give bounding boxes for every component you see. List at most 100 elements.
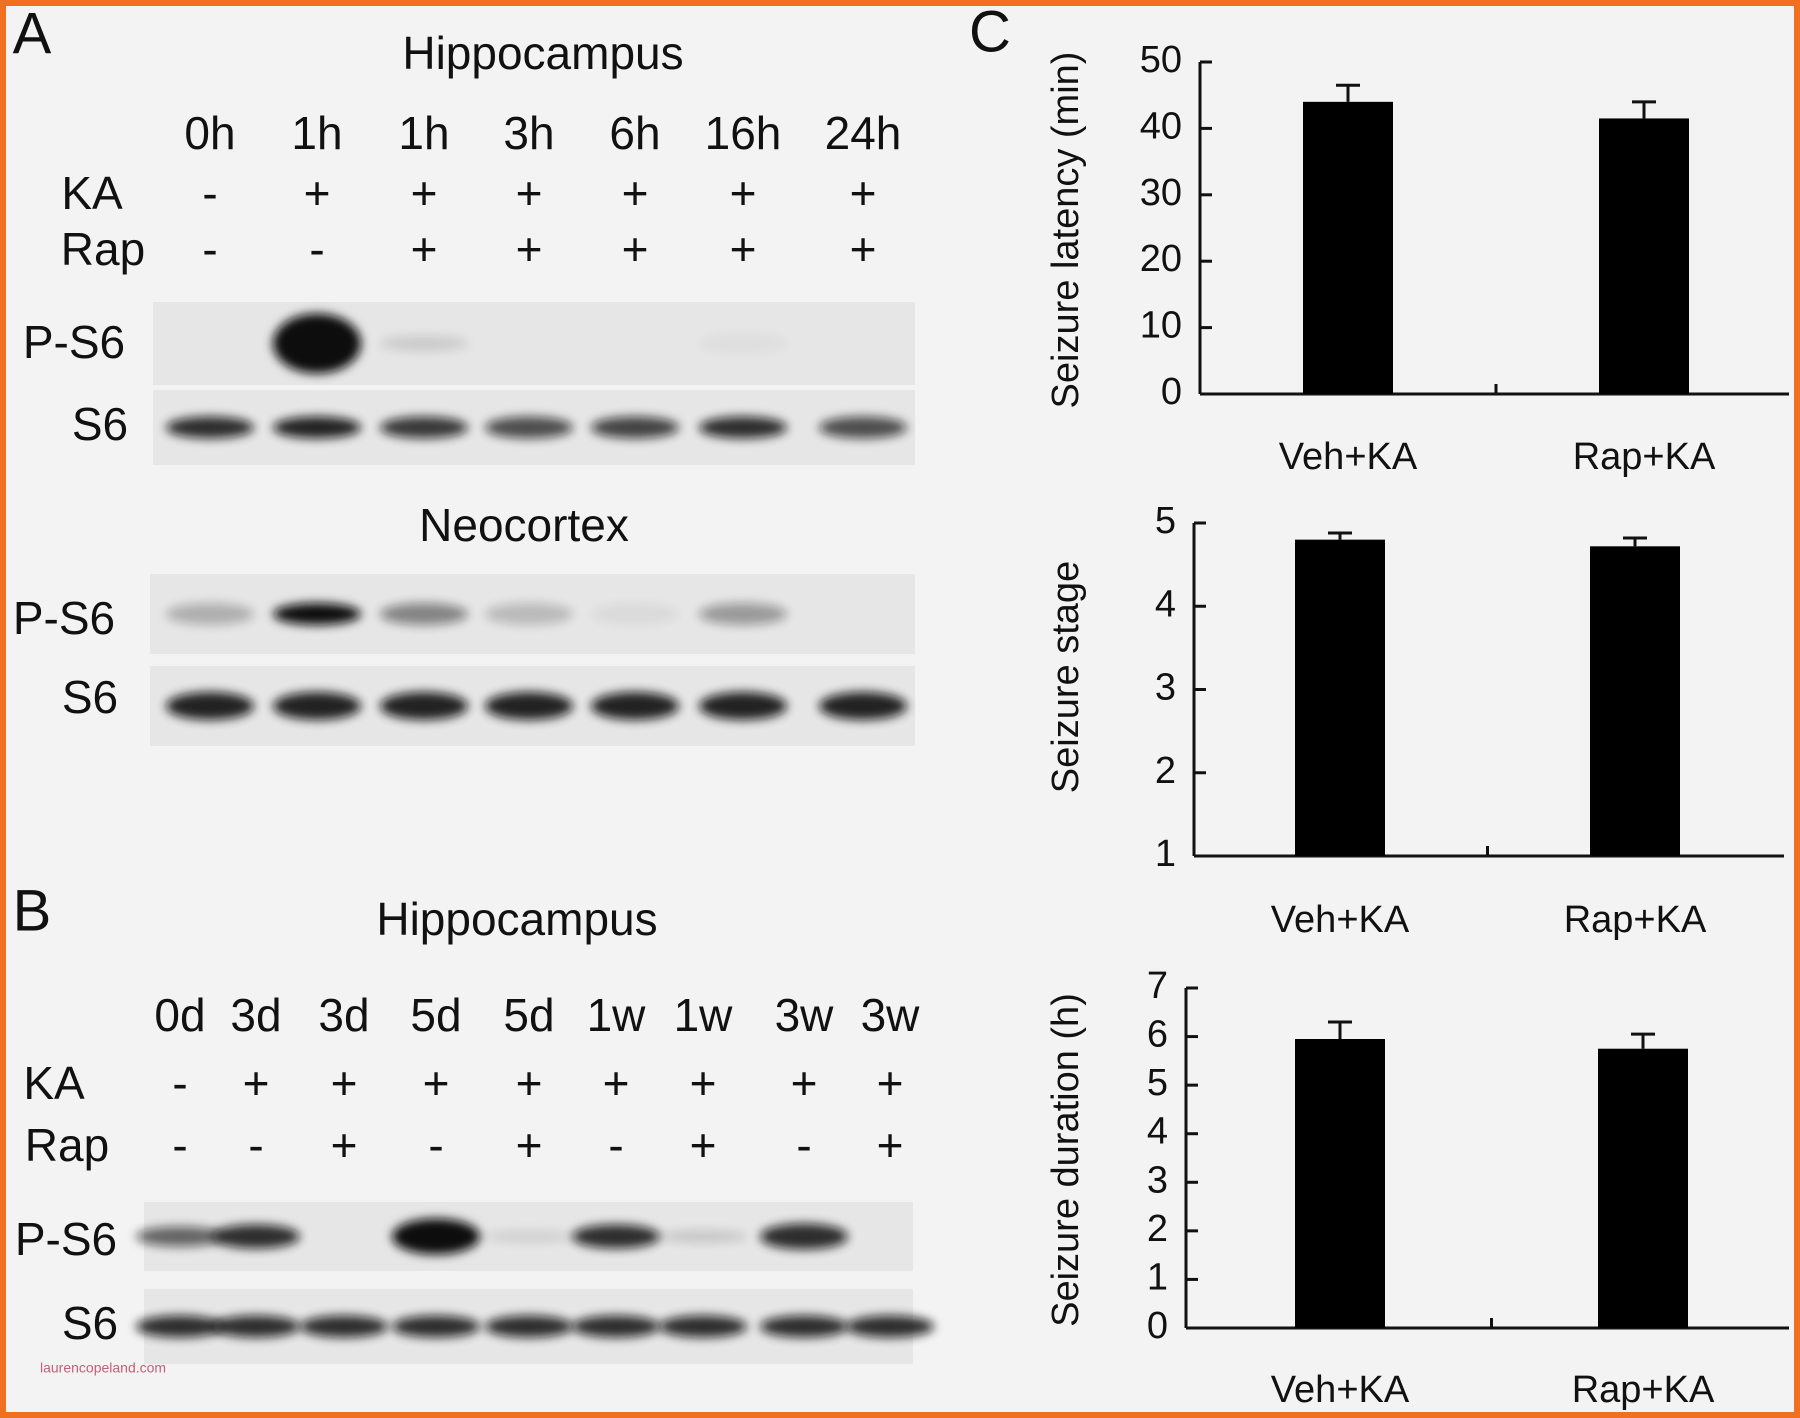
band: [392, 1315, 480, 1338]
y-tick-label: 5: [1155, 500, 1176, 542]
bar: [1598, 1048, 1688, 1328]
treatment-sign: -: [202, 223, 217, 275]
band: [819, 692, 907, 720]
treatment-sign: -: [608, 1119, 623, 1171]
band: [760, 1315, 848, 1338]
band: [699, 416, 787, 439]
treatment-sign: +: [304, 167, 331, 219]
blot-label: P-S6: [15, 1213, 117, 1265]
lane-label: 1h: [291, 107, 342, 159]
blot-label: P-S6: [13, 592, 115, 644]
x-tick-label: Rap+KA: [1572, 1369, 1715, 1411]
y-tick-label: 4: [1155, 583, 1176, 625]
lane-label: 5d: [503, 989, 554, 1041]
blot-label: S6: [62, 671, 118, 723]
treatment-sign: +: [516, 1057, 543, 1109]
treatment-sign: +: [516, 223, 543, 275]
blot-label: S6: [62, 1297, 118, 1349]
treatment-sign: +: [877, 1119, 904, 1171]
treatment-sign: +: [516, 1119, 543, 1171]
y-tick-label: 50: [1140, 39, 1182, 81]
watermark: laurencopeland.com: [40, 1360, 166, 1376]
band: [572, 1224, 660, 1249]
y-tick-label: 30: [1140, 172, 1182, 214]
y-tick-label: 1: [1155, 833, 1176, 875]
y-tick-label: 20: [1140, 238, 1182, 280]
section-title: Neocortex: [419, 499, 629, 551]
treatment-sign: -: [796, 1119, 811, 1171]
band: [699, 692, 787, 720]
lane-label: 0d: [154, 989, 205, 1041]
x-tick-label: Veh+KA: [1271, 899, 1410, 941]
treatment-sign: +: [850, 167, 877, 219]
y-tick-label: 3: [1155, 667, 1176, 709]
treatment-sign: -: [428, 1119, 443, 1171]
band: [166, 416, 254, 439]
y-tick-label: 6: [1147, 1014, 1168, 1056]
band: [485, 1230, 573, 1243]
row-label: Rap: [61, 223, 145, 275]
band: [392, 1218, 480, 1255]
band: [699, 603, 787, 625]
x-tick-label: Rap+KA: [1564, 899, 1707, 941]
bar: [1599, 118, 1689, 394]
y-tick-label: 5: [1147, 1062, 1168, 1104]
treatment-sign: +: [603, 1057, 630, 1109]
treatment-sign: +: [622, 167, 649, 219]
blot-label: P-S6: [23, 316, 125, 368]
band: [166, 692, 254, 720]
band: [760, 1223, 848, 1250]
treatment-sign: +: [411, 223, 438, 275]
lane-label: 3d: [230, 989, 281, 1041]
band: [166, 603, 254, 625]
lane-label: 6h: [609, 107, 660, 159]
y-tick-label: 7: [1147, 965, 1168, 1007]
band: [380, 335, 468, 352]
y-tick-label: 0: [1147, 1305, 1168, 1347]
row-label: KA: [23, 1057, 85, 1109]
band: [380, 416, 468, 439]
panel-label: B: [13, 878, 52, 943]
lane-label: 3w: [861, 989, 921, 1041]
lane-label: 3w: [775, 989, 835, 1041]
treatment-sign: +: [516, 167, 543, 219]
y-tick-label: 0: [1161, 371, 1182, 413]
bar: [1295, 1039, 1385, 1328]
lane-label: 16h: [705, 107, 782, 159]
band: [485, 692, 573, 720]
treatment-sign: -: [172, 1057, 187, 1109]
treatment-sign: +: [411, 167, 438, 219]
lane-label: 3h: [503, 107, 554, 159]
treatment-sign: +: [622, 223, 649, 275]
y-tick-label: 40: [1140, 105, 1182, 147]
y-tick-label: 2: [1147, 1208, 1168, 1250]
x-tick-label: Veh+KA: [1271, 1369, 1410, 1411]
panel-label: C: [969, 0, 1011, 64]
lane-label: 1h: [398, 107, 449, 159]
treatment-sign: +: [331, 1119, 358, 1171]
treatment-sign: +: [850, 223, 877, 275]
blot-label: S6: [72, 398, 128, 450]
band: [572, 1315, 660, 1338]
y-tick-label: 10: [1140, 305, 1182, 347]
x-tick-label: Veh+KA: [1279, 436, 1418, 478]
treatment-sign: +: [730, 223, 757, 275]
y-tick-label: 1: [1147, 1256, 1168, 1298]
y-axis-label: Seizure stage: [1045, 561, 1087, 793]
lane-label: 5d: [410, 989, 461, 1041]
row-label: KA: [61, 167, 123, 219]
row-label: Rap: [25, 1119, 109, 1171]
treatment-sign: +: [243, 1057, 270, 1109]
treatment-sign: +: [690, 1119, 717, 1171]
band: [273, 313, 361, 374]
band: [699, 333, 787, 355]
y-axis-label: Seizure latency (min): [1045, 52, 1087, 409]
lane-label: 1w: [587, 989, 647, 1041]
y-tick-label: 3: [1147, 1159, 1168, 1201]
band: [273, 603, 361, 625]
band: [819, 416, 907, 439]
lane-label: 0h: [184, 107, 235, 159]
band: [591, 692, 679, 720]
band: [136, 1315, 224, 1338]
